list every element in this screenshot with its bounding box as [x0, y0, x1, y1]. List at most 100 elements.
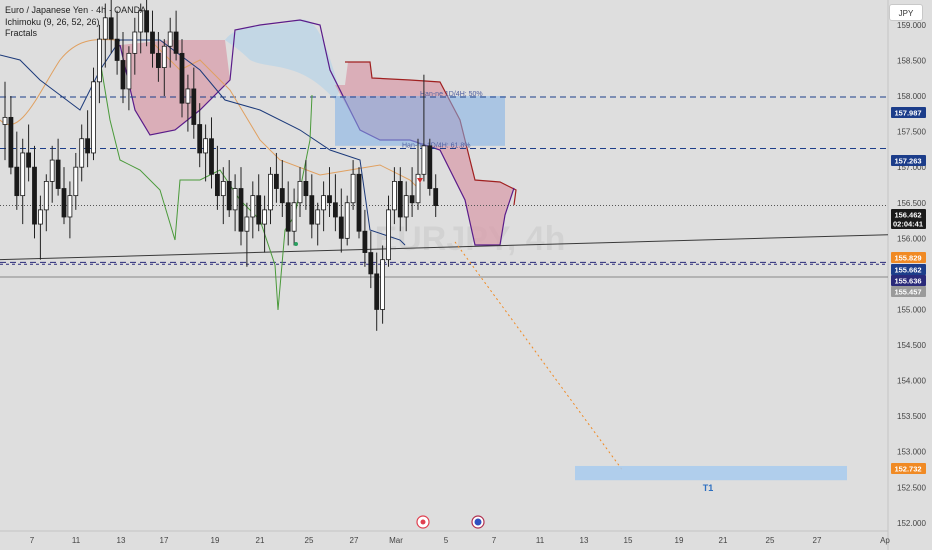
price-axis-label: 155.457 — [891, 286, 926, 297]
cloud-bearish — [120, 40, 230, 135]
candlestick — [256, 174, 262, 232]
fractal-marker — [417, 178, 423, 183]
candle-body — [91, 81, 96, 154]
candle-body — [303, 181, 309, 197]
candle-body — [26, 152, 32, 168]
candle-body — [256, 195, 262, 225]
event-icon-dot — [420, 519, 426, 525]
candlestick — [155, 32, 161, 82]
y-tick-label: 158.000 — [897, 92, 926, 101]
price-axis-label: 152.732 — [891, 463, 926, 474]
price-label-bg — [891, 209, 926, 220]
candle-body — [427, 145, 433, 189]
y-tick-label: 155.000 — [897, 305, 926, 314]
price-label-bg — [891, 275, 926, 286]
candlestick — [427, 138, 433, 196]
candle-body — [250, 195, 256, 218]
price-label-bg — [891, 463, 926, 474]
candle-body — [291, 202, 297, 232]
candlestick — [20, 138, 26, 225]
candle-body — [244, 216, 250, 232]
price-label-text: 157.987 — [894, 109, 921, 118]
candlestick — [102, 3, 108, 68]
x-tick-label: 17 — [160, 536, 169, 545]
fractals-indicator-label[interactable]: Fractals — [5, 28, 38, 38]
price-label-text: 156.462 — [894, 211, 921, 220]
y-tick-label: 159.000 — [897, 21, 926, 30]
candle-body — [8, 116, 14, 168]
candle-body — [32, 166, 37, 225]
candle-body — [197, 124, 203, 154]
candle-body — [309, 195, 315, 225]
candle-body — [356, 173, 362, 232]
x-tick-label: 19 — [211, 536, 220, 545]
candle-body — [155, 52, 161, 68]
x-tick-label: 11 — [72, 536, 81, 545]
candle-body — [132, 31, 138, 54]
candlestick — [338, 188, 344, 253]
candle-body — [38, 209, 43, 225]
candle-body — [173, 31, 179, 54]
candle-body — [114, 38, 120, 61]
candlestick — [409, 167, 415, 217]
ichimoku-indicator-label[interactable]: Ichimoku (9, 26, 52, 26) — [5, 17, 100, 27]
price-axis-label: 157.263 — [891, 155, 926, 166]
candlestick — [49, 145, 55, 203]
candlestick — [185, 74, 191, 132]
y-tick-label: 156.000 — [897, 234, 926, 243]
candlestick — [380, 245, 386, 324]
candle-body — [97, 38, 102, 83]
y-tick-label: 154.500 — [897, 341, 926, 350]
candlestick — [114, 10, 120, 75]
candle-body — [391, 181, 397, 211]
candle-body — [220, 181, 226, 197]
symbol-title: Euro / Japanese Yen · 4h · OANDA — [5, 5, 147, 15]
candlestick — [2, 81, 8, 161]
candlestick — [238, 167, 244, 246]
target-zone — [575, 465, 847, 481]
candlestick — [173, 10, 179, 61]
candlestick — [350, 160, 356, 210]
candle-body — [167, 31, 173, 47]
candlestick — [108, 0, 114, 54]
price-label-bg — [891, 218, 926, 229]
candle-body — [285, 202, 291, 232]
candle-body — [43, 181, 49, 211]
candle-body — [327, 195, 332, 204]
y-tick-label: 153.500 — [897, 412, 926, 421]
currency-button[interactable]: JPY — [889, 4, 923, 21]
candlestick — [397, 167, 403, 232]
candlestick — [38, 195, 43, 260]
price-axis-label: 155.636 — [891, 275, 926, 286]
candlestick — [344, 195, 350, 246]
target-label: T1 — [703, 483, 714, 493]
candlestick — [209, 117, 214, 189]
x-tick-label: 21 — [256, 536, 265, 545]
candlestick — [362, 209, 368, 267]
candle-body — [350, 173, 356, 204]
x-tick-label: 25 — [766, 536, 775, 545]
y-tick-label: 156.500 — [897, 199, 926, 208]
price-label-bg — [891, 252, 926, 263]
candle-body — [191, 88, 197, 125]
candlestick — [297, 167, 303, 217]
candlestick — [415, 138, 421, 210]
price-label-text: 157.263 — [894, 157, 921, 166]
candlesticks — [2, 0, 439, 331]
candle-body — [433, 188, 439, 206]
price-axis-label: 155.829 — [891, 252, 926, 263]
price-label-text: 155.636 — [894, 277, 921, 286]
event-icon-earnings — [416, 515, 430, 529]
candle-body — [2, 116, 8, 125]
candle-body — [386, 209, 391, 261]
candle-body — [214, 173, 220, 197]
candle-body — [232, 188, 238, 211]
candlestick — [273, 152, 279, 203]
candlestick — [14, 131, 20, 210]
candle-body — [409, 195, 415, 204]
price-label-bg — [891, 107, 926, 118]
x-tick-label: 13 — [117, 536, 126, 545]
x-tick-label: 27 — [350, 536, 359, 545]
